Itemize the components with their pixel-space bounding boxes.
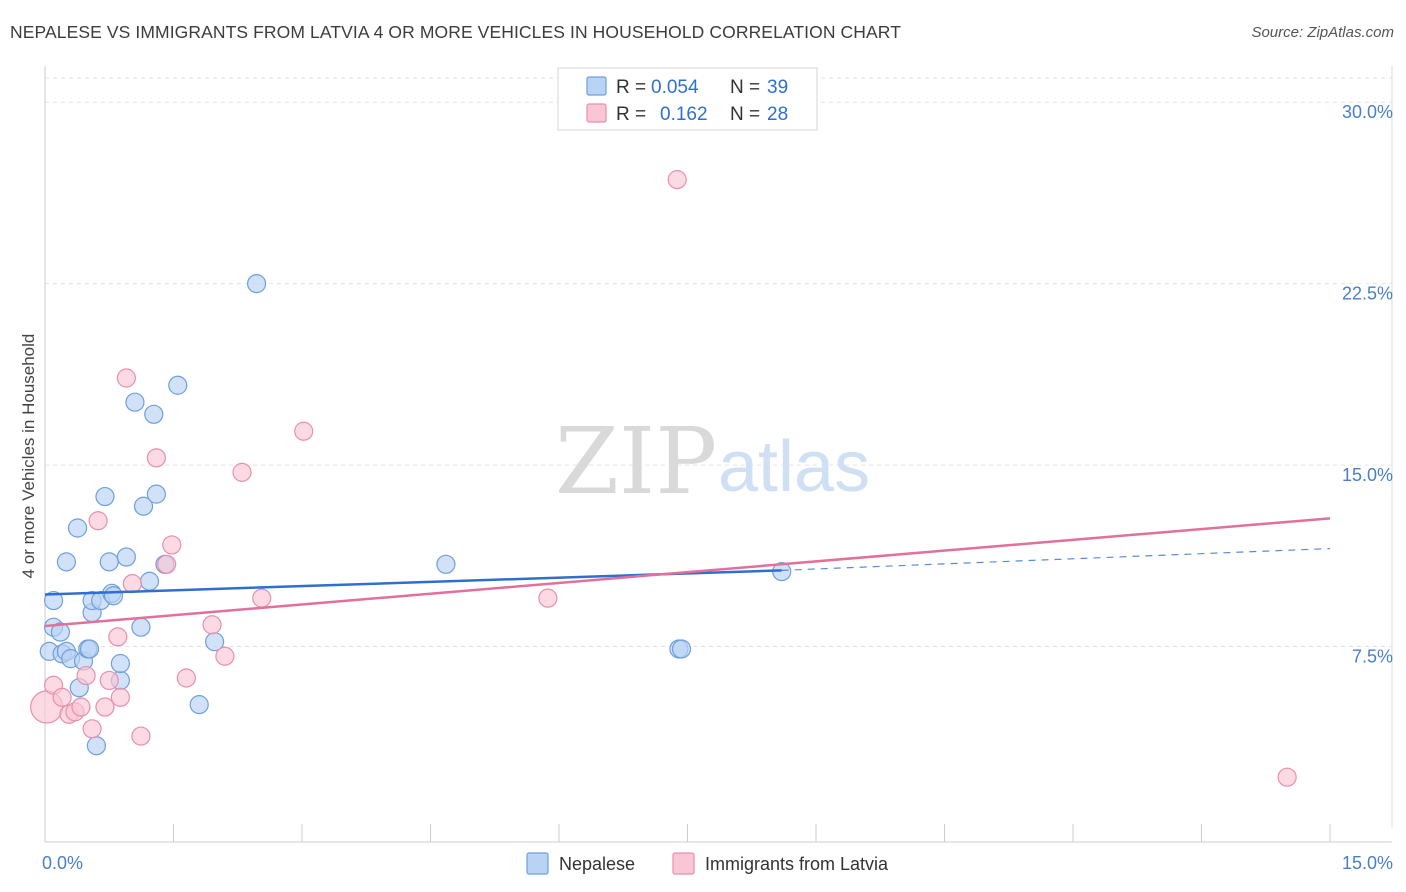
point-nepalese xyxy=(125,392,145,412)
y-tick-label: 7.5% xyxy=(1352,647,1393,667)
point-latvia xyxy=(108,627,128,647)
point-latvia xyxy=(538,588,558,608)
legend-r-value-nepalese: 0.054 xyxy=(651,77,699,98)
point-nepalese xyxy=(56,552,77,572)
legend-r-label-latvia: R = xyxy=(616,104,646,125)
point-nepalese xyxy=(131,617,151,637)
point-latvia xyxy=(110,687,130,707)
point-latvia xyxy=(202,615,222,635)
points-layer xyxy=(30,170,1297,787)
point-nepalese xyxy=(99,552,119,572)
point-latvia xyxy=(116,368,136,388)
point-nepalese xyxy=(246,274,267,294)
point-latvia xyxy=(294,421,314,441)
point-nepalese xyxy=(79,639,100,659)
point-latvia xyxy=(157,554,177,574)
bottom-legend-label-nepalese: Nepalese xyxy=(559,854,635,874)
y-tick-label: 30.0% xyxy=(1342,102,1393,122)
trend-line-latvia xyxy=(44,517,1331,628)
point-nepalese xyxy=(436,554,456,574)
point-nepalese xyxy=(139,571,160,591)
ticks-layer: 7.5% 15.0% 22.5% 30.0% 0.0% 15.0% xyxy=(42,102,1393,873)
y-axis-label: 4 or more Vehicles in Household xyxy=(19,334,38,579)
legend-n-label-latvia: N = xyxy=(730,104,760,125)
legend-swatch-latvia xyxy=(586,103,607,123)
bottom-legend-label-latvia: Immigrants from Latvia xyxy=(705,854,889,874)
point-nepalese xyxy=(43,590,64,611)
point-nepalese xyxy=(95,486,115,507)
trend-extension-nepalese xyxy=(781,547,1331,571)
y-tick-label: 22.5% xyxy=(1342,284,1393,304)
point-latvia xyxy=(232,462,252,482)
point-latvia xyxy=(95,697,115,717)
point-latvia xyxy=(1277,767,1297,787)
watermark-atlas: atlas xyxy=(718,427,870,507)
point-nepalese xyxy=(103,586,124,606)
point-latvia xyxy=(176,668,196,688)
stats-legend: R = 0.054 N = 39 R = 0.162 N = 28 xyxy=(557,67,818,131)
point-latvia xyxy=(88,511,108,531)
legend-r-label-nepalese: R = xyxy=(616,77,646,98)
point-nepalese xyxy=(671,639,692,659)
point-nepalese xyxy=(67,518,88,538)
point-nepalese xyxy=(50,622,71,642)
grid-layer xyxy=(45,77,1392,648)
point-latvia xyxy=(122,574,142,594)
watermark: ZIP atlas xyxy=(555,408,870,515)
point-nepalese xyxy=(116,547,136,567)
point-latvia xyxy=(76,665,96,686)
point-nepalese xyxy=(86,736,107,756)
point-latvia xyxy=(252,588,272,608)
point-nepalese xyxy=(168,375,188,395)
legend-r-value-latvia: 0.162 xyxy=(660,104,708,125)
y-tick-label: 15.0% xyxy=(1342,465,1393,485)
bottom-legend: Nepalese Immigrants from Latvia xyxy=(526,852,889,875)
bottom-legend-swatch-latvia xyxy=(672,852,695,875)
trend-layer xyxy=(44,517,1331,628)
legend-n-value-latvia: 28 xyxy=(767,104,788,125)
point-latvia xyxy=(667,170,687,190)
source-label: Source: ZipAtlas.com xyxy=(1251,24,1394,41)
x-tick-label: 0.0% xyxy=(42,853,83,873)
legend-swatch-nepalese xyxy=(586,76,607,96)
point-latvia xyxy=(82,719,102,739)
point-latvia xyxy=(99,670,119,691)
point-latvia xyxy=(71,697,91,717)
bottom-legend-swatch-nepalese xyxy=(526,852,549,875)
point-latvia xyxy=(162,535,182,555)
point-nepalese xyxy=(110,653,130,674)
point-latvia xyxy=(52,687,72,707)
point-nepalese xyxy=(144,404,164,424)
point-nepalese xyxy=(133,496,154,516)
x-tick-label: 15.0% xyxy=(1342,853,1393,873)
point-nepalese xyxy=(189,695,209,715)
chart-title: NEPALESE VS IMMIGRANTS FROM LATVIA 4 OR … xyxy=(10,22,902,42)
point-latvia xyxy=(146,448,166,468)
legend-n-value-nepalese: 39 xyxy=(767,77,788,98)
point-nepalese xyxy=(146,484,166,504)
point-latvia xyxy=(215,646,235,666)
point-latvia xyxy=(131,726,151,746)
legend-n-label-nepalese: N = xyxy=(730,77,760,98)
watermark-zip: ZIP xyxy=(555,408,717,515)
